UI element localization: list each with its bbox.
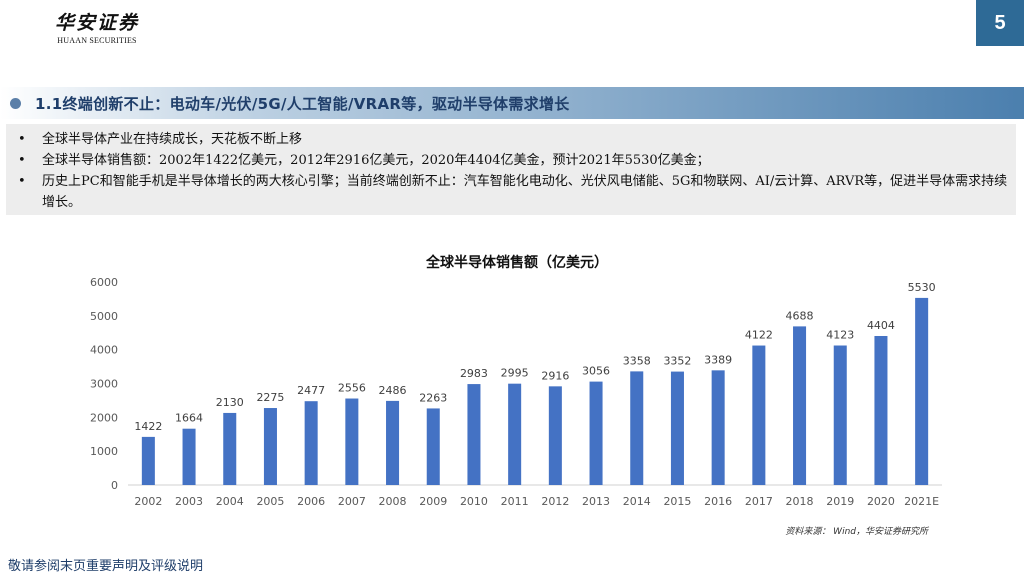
section-title: 1.1终端创新不止：电动车/光伏/5G/人工智能/VRAR等，驱动半导体需求增长 [35, 94, 570, 113]
x-tick-label: 2011 [501, 495, 529, 508]
logo-chinese-text: 华安证券 [54, 12, 139, 34]
bar-2012 [548, 386, 562, 485]
data-label: 2916 [541, 369, 569, 382]
x-tick-label: 2004 [216, 495, 244, 508]
bar-2016 [711, 370, 725, 485]
y-tick-label: 2000 [90, 411, 118, 424]
bar-2004 [223, 412, 237, 485]
x-tick-label: 2002 [134, 495, 162, 508]
x-tick-label: 2005 [256, 495, 284, 508]
data-label: 2486 [379, 384, 407, 397]
x-tick-label: 2019 [826, 495, 854, 508]
bar-2018 [793, 326, 807, 485]
x-tick-label: 2015 [663, 495, 691, 508]
chart-title: 全球半导体销售额（亿美元） [425, 254, 608, 271]
data-label: 4122 [745, 329, 773, 342]
bar-2011 [508, 383, 522, 485]
x-tick-label: 2021E [904, 495, 939, 508]
data-label: 3358 [623, 354, 651, 367]
bar-2005 [263, 408, 277, 485]
data-label: 4123 [826, 329, 854, 342]
data-label: 4688 [786, 309, 814, 322]
x-tick-label: 2007 [338, 495, 366, 508]
bar-2006 [304, 401, 318, 485]
data-label: 2275 [256, 391, 284, 404]
x-tick-label: 2012 [541, 495, 569, 508]
y-tick-label: 0 [111, 479, 118, 492]
bar-2020 [874, 335, 888, 485]
data-label: 4404 [867, 319, 895, 332]
data-source-note: 资料来源： Wind，华安证券研究所 [785, 527, 928, 537]
logo-english-text: HUAAN SECURITIES [57, 36, 137, 45]
bar-2009 [426, 408, 440, 485]
data-label: 3389 [704, 353, 732, 366]
x-tick-label: 2008 [379, 495, 407, 508]
bar-2017 [752, 345, 766, 485]
y-tick-label: 4000 [90, 344, 118, 357]
x-tick-label: 2014 [623, 495, 651, 508]
data-label: 5530 [908, 281, 936, 294]
bar-2019 [833, 345, 847, 485]
section-bullet-icon [10, 97, 21, 109]
key-points-list: 全球半导体产业在持续成长，天花板不断上移 全球半导体销售额：2002年1422亿… [16, 129, 1008, 213]
disclaimer-footer: 敬请参阅末页重要声明及评级说明 [8, 559, 204, 574]
key-point-item: 全球半导体产业在持续成长，天花板不断上移 [16, 129, 1008, 150]
bar-2010 [467, 384, 481, 485]
bar-chart-svg: 全球半导体销售额（亿美元） 0100020003000400050006000 … [90, 254, 942, 508]
x-tick-label: 2017 [745, 495, 773, 508]
bar-2014 [630, 371, 644, 485]
data-label: 1664 [175, 412, 203, 425]
data-label: 2983 [460, 367, 488, 380]
x-tick-label: 2013 [582, 495, 610, 508]
section-header-bar: 1.1终端创新不止：电动车/光伏/5G/人工智能/VRAR等，驱动半导体需求增长 [0, 87, 1024, 119]
x-tick-label: 2006 [297, 495, 325, 508]
y-tick-label: 3000 [90, 378, 118, 391]
x-axis-labels: 2002 2003 2004 2005 2006 2007 2008 2009 2010 2011… [134, 495, 939, 508]
bar-2007 [345, 398, 359, 485]
data-label: 3056 [582, 365, 610, 378]
sales-chart: 全球半导体销售额（亿美元） 0 1000 2000 3000 4000 5000 6000 … [80, 245, 950, 520]
y-tick-label: 1000 [90, 445, 118, 458]
bar-2003 [182, 428, 196, 485]
company-logo: 华安证券 HUAAN SECURITIES [52, 8, 142, 45]
x-tick-label: 2003 [175, 495, 203, 508]
data-label: 3352 [663, 355, 691, 368]
x-tick-label: 2009 [419, 495, 447, 508]
data-label: 2556 [338, 382, 366, 395]
bar-2008 [386, 400, 400, 485]
bar-2002 [141, 436, 155, 485]
x-tick-label: 2010 [460, 495, 488, 508]
x-tick-label: 2018 [786, 495, 814, 508]
bar-2021E [915, 297, 929, 485]
data-label: 2130 [216, 396, 244, 409]
y-tick-label: 5000 [90, 310, 118, 323]
key-points-box: 全球半导体产业在持续成长，天花板不断上移 全球半导体销售额：2002年1422亿… [6, 124, 1016, 215]
key-point-item: 全球半导体销售额：2002年1422亿美元，2012年2916亿美元，2020年… [16, 150, 1008, 171]
bar-2013 [589, 381, 603, 485]
data-label: 1422 [134, 420, 162, 433]
bar-2015 [670, 371, 684, 485]
y-tick-label: 6000 [90, 276, 118, 289]
bars-group: 1422 1664 2130 2275 2477 2556 2486 2263 2983 2995… [134, 281, 936, 485]
y-axis: 0 1000 2000 3000 4000 5000 6000 [90, 276, 118, 492]
data-label: 2477 [297, 384, 325, 397]
data-label: 2263 [419, 391, 447, 404]
data-label: 2995 [501, 367, 529, 380]
key-point-item: 历史上PC和智能手机是半导体增长的两大核心引擎；当前终端创新不止：汽车智能化电动… [16, 171, 1008, 213]
page-number: 5 [976, 0, 1024, 46]
x-tick-label: 2020 [867, 495, 895, 508]
x-tick-label: 2016 [704, 495, 732, 508]
